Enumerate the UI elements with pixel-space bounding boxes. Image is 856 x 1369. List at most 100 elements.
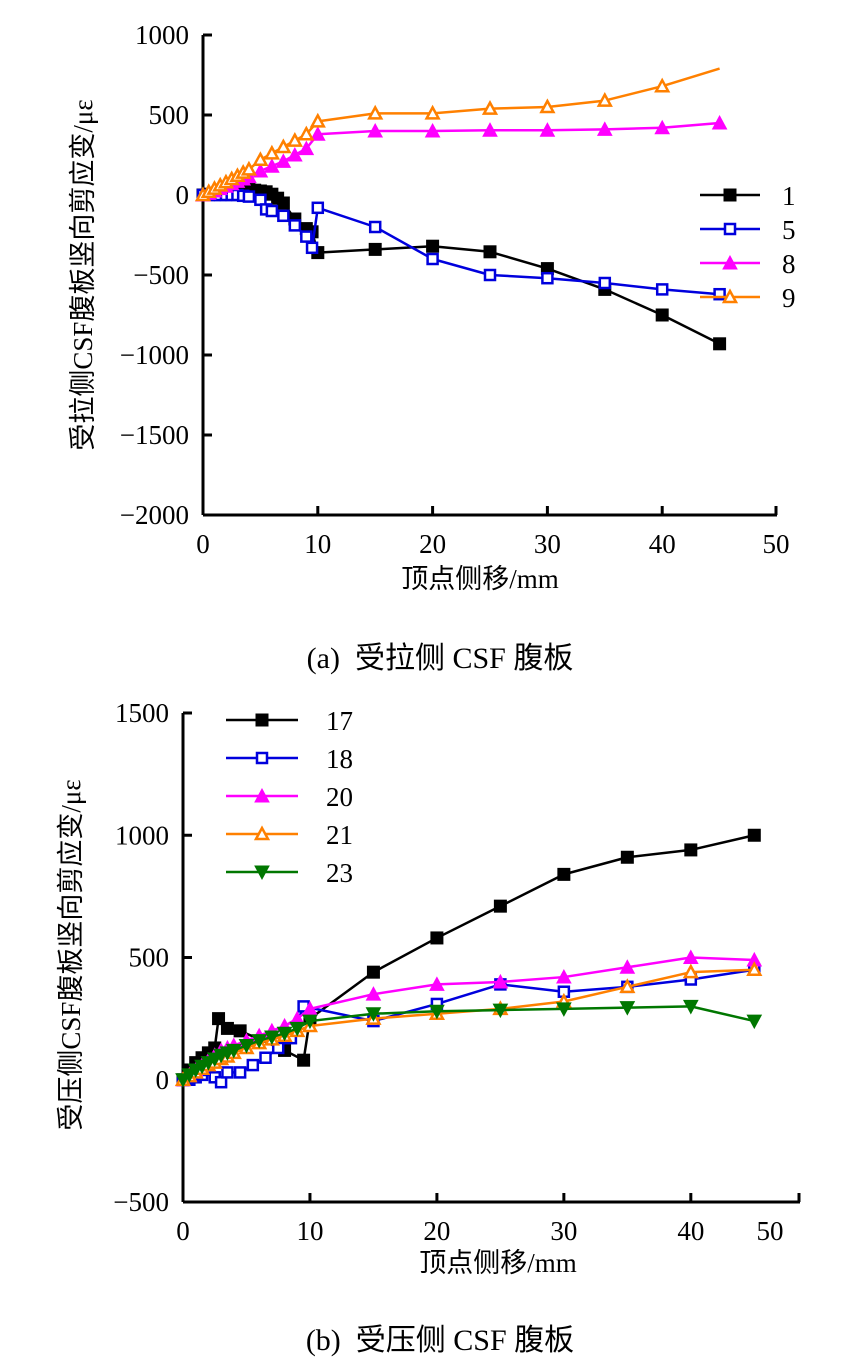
- chart-b-legend-marker: [253, 825, 271, 841]
- chart-b-point-18: [214, 1075, 228, 1089]
- chart-a-point-5: [305, 241, 319, 255]
- chart-a-point-8: [309, 126, 326, 141]
- chart-a-point-9: [252, 151, 269, 167]
- chart-b-point-17: [747, 828, 761, 842]
- chart-a-point-9: [481, 99, 499, 115]
- chart-b-legend-label: 21: [326, 820, 353, 850]
- chart-b-ylabel: 受压侧CSF腹板竖向剪应变/με: [56, 779, 86, 1130]
- chart-b-point-17: [220, 1021, 234, 1035]
- chart-b-legend-marker: [254, 787, 270, 803]
- chart-a-y-tick-label: −1000: [120, 340, 189, 370]
- chart-b-caption: (b) 受压侧 CSF 腹板: [306, 1324, 574, 1357]
- chart-a-y-tick-label: −2000: [120, 500, 189, 530]
- chart-a-point-8: [654, 119, 671, 135]
- chart-a-ylabel: 受拉侧CSF腹板竖向剪应变/με: [68, 99, 98, 450]
- chart-b-x-tick-label: 20: [423, 1216, 450, 1246]
- chart-b-point-23: [492, 1003, 509, 1019]
- chart-b-point-17: [212, 1012, 226, 1026]
- chart-b-point-17: [557, 867, 571, 881]
- chart-b-point-18: [233, 1066, 247, 1079]
- chart-a-point-5: [713, 287, 726, 301]
- chart-b-point-17: [366, 965, 380, 979]
- chart-b-point-23: [251, 1034, 268, 1049]
- chart-b-point-17: [684, 843, 698, 857]
- chart-a-x-tick-label: 30: [534, 529, 561, 559]
- chart-a-point-8: [424, 122, 441, 138]
- chart-a-y-tick-label: 0: [176, 180, 190, 210]
- chart-b-line-18: [183, 968, 755, 1084]
- chart-b-legend-item-21: 21: [226, 820, 353, 850]
- chart-a-x-tick-label: 50: [763, 529, 790, 559]
- chart-a-point-9: [539, 98, 556, 114]
- chart-b-legend-label: 23: [326, 858, 353, 888]
- chart-b-legend-item-23: 23: [226, 858, 353, 888]
- chart-b-point-23: [264, 1030, 280, 1046]
- chart-a-point-1: [426, 239, 440, 253]
- chart-a-point-5: [300, 230, 313, 243]
- chart-b-point-23: [225, 1043, 242, 1059]
- chart-a-y-tick-label: −1500: [120, 420, 189, 450]
- chart-a-legend-label: 8: [782, 249, 796, 279]
- chart-b-y-tick-label: −500: [113, 1187, 169, 1217]
- chart-a-point-9: [309, 112, 326, 128]
- chart-a-x-tick-label: 40: [649, 529, 676, 559]
- chart-b-point-23: [746, 1014, 763, 1030]
- chart-b-point-20: [619, 959, 636, 974]
- chart-b-point-23: [619, 1001, 636, 1016]
- chart-b-point-23: [238, 1039, 255, 1054]
- chart-a-legend-marker: [722, 254, 738, 270]
- chart-a-point-9: [240, 160, 258, 176]
- chart-a-point-5: [483, 268, 497, 282]
- chart-b-point-21: [619, 978, 636, 994]
- chart-b-legend-marker: [254, 865, 270, 881]
- chart-a-point-5: [368, 220, 382, 234]
- chart-a-legend-item-1: 1: [700, 181, 796, 211]
- chart-b-point-21: [682, 963, 699, 979]
- chart-a-legend-marker: [723, 188, 737, 202]
- chart-b-legend: 17 18 20 21 23: [226, 706, 353, 888]
- chart-a-point-1: [655, 308, 669, 322]
- chart-a-point-5: [242, 190, 256, 203]
- chart-b-point-18: [221, 1066, 234, 1079]
- chart-a-point-9: [263, 144, 280, 160]
- chart-a-x-tick-label: 20: [419, 529, 446, 559]
- chart-b-y-tick-label: 0: [156, 1065, 170, 1095]
- chart-b-point-20: [556, 969, 572, 984]
- chart-a-point-9: [367, 104, 384, 120]
- chart-b-legend-label: 20: [326, 782, 353, 812]
- chart-a-point-1: [713, 337, 727, 351]
- chart-b-point-18: [259, 1051, 272, 1064]
- chart-a-point-5: [277, 209, 290, 223]
- chart-a-point-5: [598, 276, 612, 290]
- chart-a-point-8: [252, 162, 269, 178]
- chart-b-point-17: [297, 1053, 311, 1067]
- chart-a-point-8: [264, 158, 280, 173]
- chart-a-legend-label: 1: [782, 181, 796, 211]
- chart-b-legend-item-17: 17: [226, 706, 353, 736]
- chart-a-point-5: [655, 283, 669, 296]
- chart-a-point-9: [424, 104, 441, 120]
- chart-a-point-9: [275, 138, 292, 154]
- chart-a-legend-item-9: 9: [700, 283, 796, 313]
- chart-b-y-tick-label: 1000: [115, 820, 169, 850]
- chart-b-point-17: [493, 899, 507, 913]
- chart-b-point-23: [429, 1004, 445, 1020]
- chart-a-point-9: [654, 77, 671, 93]
- chart-a-x-tick-label: 10: [304, 529, 331, 559]
- chart-b-x-tick-label: 0: [176, 1216, 190, 1246]
- chart-a-legend-label: 5: [782, 215, 796, 245]
- chart-b-point-18: [246, 1058, 260, 1072]
- chart-b-point-23: [276, 1026, 293, 1042]
- chart-a-point-5: [541, 271, 554, 285]
- chart-b-y-tick-label: 1500: [115, 698, 169, 728]
- chart-b-legend-marker: [255, 713, 269, 727]
- chart-a-point-8: [298, 140, 315, 156]
- chart-a-series-5: [196, 188, 726, 301]
- chart-a-x-tick-label: 0: [196, 529, 210, 559]
- chart-a-point-9: [298, 125, 315, 141]
- chart-b-point-20: [429, 976, 445, 991]
